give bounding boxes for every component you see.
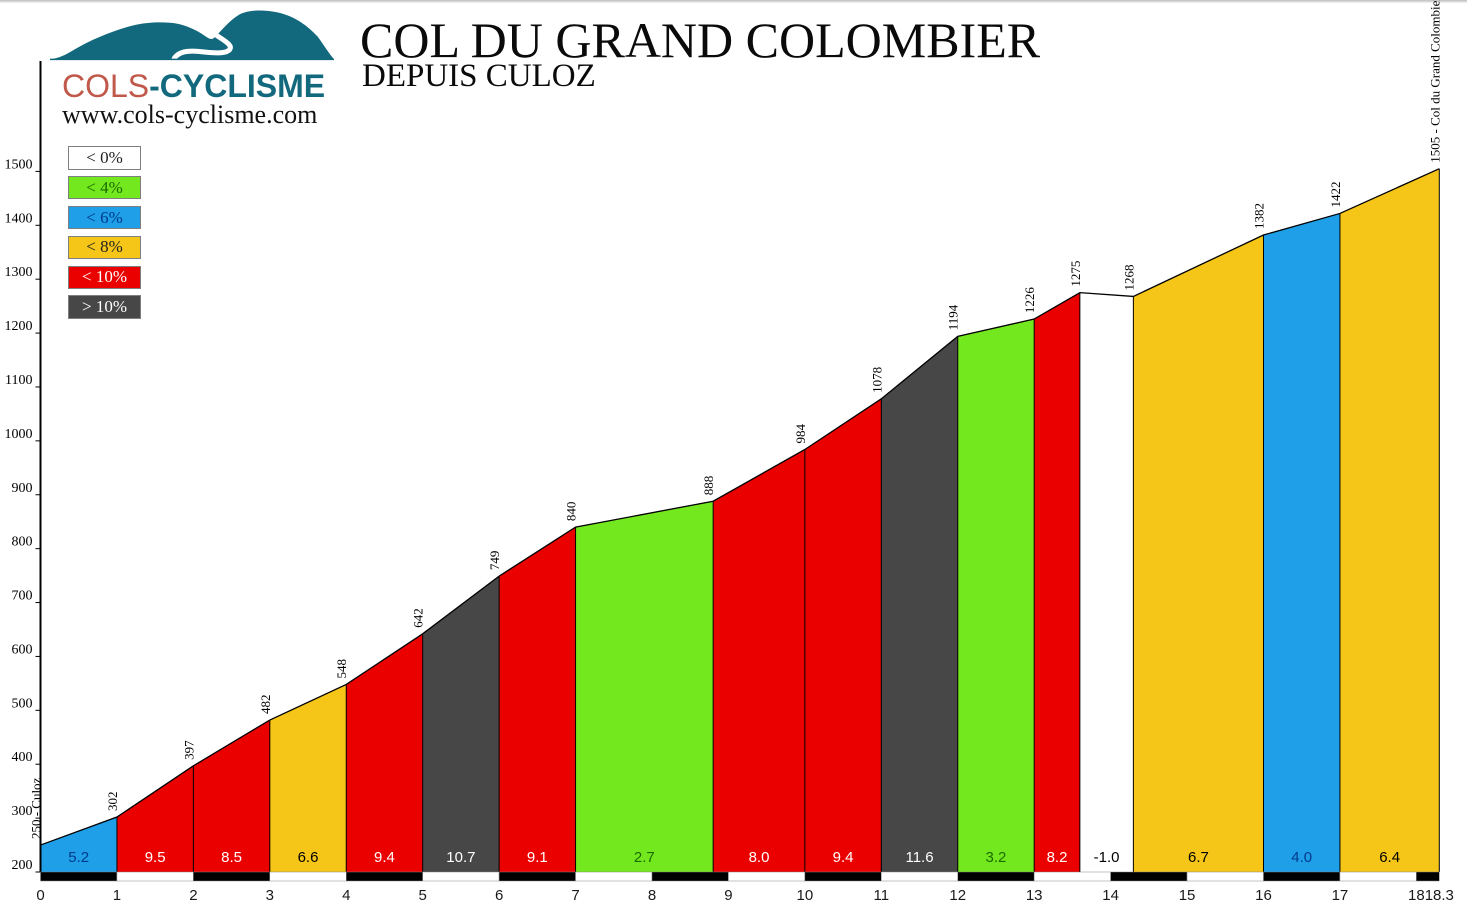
svg-text:6.7: 6.7 (1188, 849, 1209, 866)
svg-text:3.2: 3.2 (986, 849, 1007, 866)
svg-text:6: 6 (495, 887, 503, 904)
svg-text:1300: 1300 (5, 265, 33, 280)
svg-text:1382: 1382 (1251, 203, 1266, 229)
svg-text:1100: 1100 (5, 373, 32, 388)
svg-text:1400: 1400 (5, 211, 33, 226)
svg-text:250 - Culoz: 250 - Culoz (29, 777, 44, 839)
svg-text:11: 11 (874, 887, 890, 904)
svg-text:15: 15 (1179, 887, 1196, 904)
svg-text:1500: 1500 (5, 157, 33, 172)
svg-text:18: 18 (1408, 887, 1425, 904)
svg-text:2.7: 2.7 (634, 849, 655, 866)
svg-text:397: 397 (181, 740, 196, 760)
svg-text:302: 302 (105, 792, 120, 812)
svg-text:0: 0 (36, 887, 44, 904)
svg-text:12: 12 (949, 887, 966, 904)
svg-text:14: 14 (1102, 887, 1119, 904)
svg-text:5: 5 (419, 887, 427, 904)
svg-text:482: 482 (258, 695, 273, 715)
svg-text:6.4: 6.4 (1379, 849, 1400, 866)
svg-text:800: 800 (12, 535, 33, 550)
svg-text:9.5: 9.5 (145, 849, 166, 866)
svg-text:1078: 1078 (869, 367, 884, 393)
svg-text:16: 16 (1255, 887, 1272, 904)
svg-text:400: 400 (12, 750, 33, 765)
svg-text:888: 888 (701, 476, 716, 496)
svg-text:600: 600 (12, 642, 33, 657)
svg-text:11.6: 11.6 (905, 849, 933, 866)
svg-text:840: 840 (564, 502, 579, 522)
svg-text:7: 7 (571, 887, 579, 904)
svg-text:2: 2 (189, 887, 197, 904)
svg-text:18.3: 18.3 (1425, 887, 1454, 904)
svg-text:900: 900 (12, 481, 33, 496)
svg-text:6.6: 6.6 (298, 849, 319, 866)
svg-text:4.0: 4.0 (1291, 849, 1312, 866)
svg-text:1226: 1226 (1022, 287, 1037, 314)
svg-text:-1.0: -1.0 (1094, 849, 1120, 866)
svg-text:1000: 1000 (5, 427, 33, 442)
svg-text:13: 13 (1026, 887, 1043, 904)
svg-text:700: 700 (12, 589, 33, 604)
svg-text:8.5: 8.5 (221, 849, 242, 866)
svg-text:10.7: 10.7 (446, 849, 475, 866)
svg-text:9.4: 9.4 (833, 849, 854, 866)
svg-text:4: 4 (342, 887, 350, 904)
svg-text:8: 8 (648, 887, 656, 904)
svg-text:10: 10 (797, 887, 814, 904)
svg-text:1194: 1194 (946, 304, 961, 330)
svg-text:9: 9 (724, 887, 732, 904)
svg-text:548: 548 (334, 659, 349, 679)
svg-text:1422: 1422 (1328, 181, 1343, 207)
svg-text:9.1: 9.1 (527, 849, 548, 866)
svg-text:500: 500 (12, 696, 33, 711)
svg-text:1200: 1200 (5, 319, 33, 334)
svg-text:1: 1 (113, 887, 121, 904)
svg-text:1505 - Col du Grand Colombier: 1505 - Col du Grand Colombier (1427, 0, 1442, 163)
svg-text:8.2: 8.2 (1047, 849, 1068, 866)
svg-text:1268: 1268 (1121, 264, 1136, 290)
svg-text:200: 200 (12, 858, 33, 873)
svg-text:17: 17 (1332, 887, 1349, 904)
svg-text:749: 749 (487, 551, 502, 571)
svg-text:1275: 1275 (1068, 261, 1083, 287)
svg-text:9.4: 9.4 (374, 849, 395, 866)
svg-text:8.0: 8.0 (749, 849, 770, 866)
svg-text:5.2: 5.2 (68, 849, 89, 866)
svg-text:984: 984 (793, 423, 808, 443)
svg-text:3: 3 (266, 887, 274, 904)
svg-text:642: 642 (411, 608, 426, 628)
